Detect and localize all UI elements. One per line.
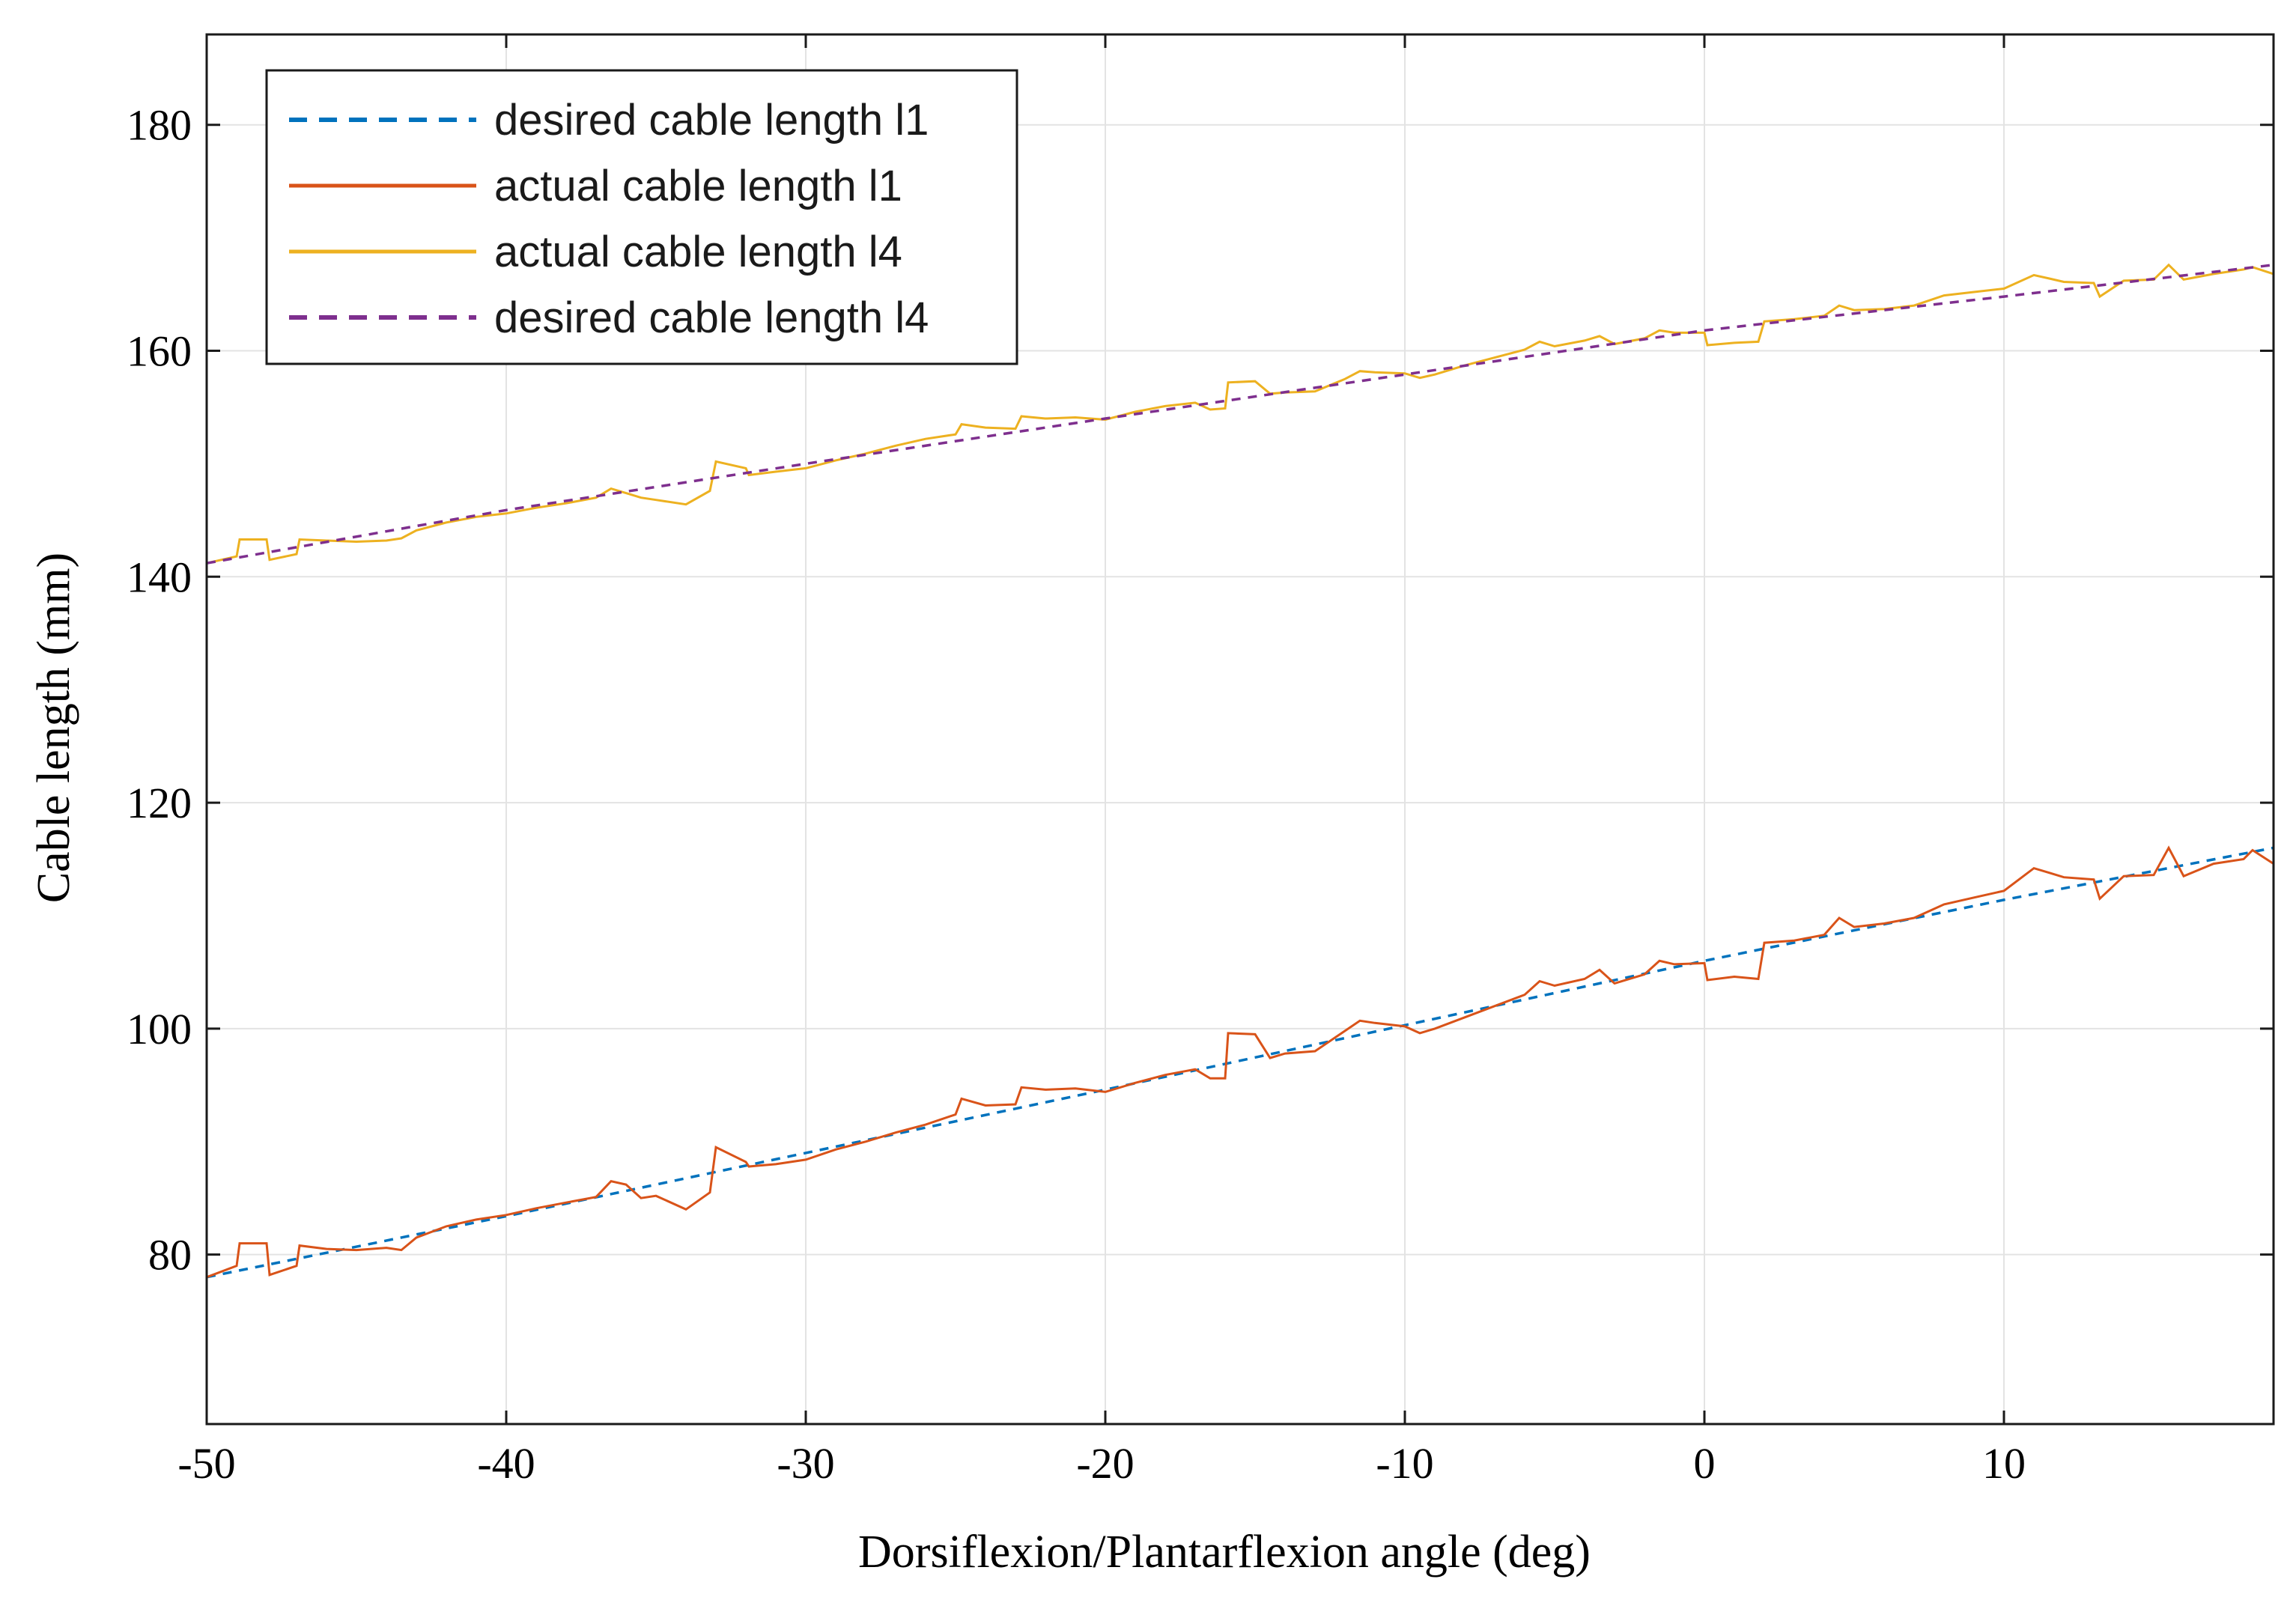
y-axis-title: Cable length (mm) [28,553,79,903]
x-tick-label: -10 [1376,1439,1433,1488]
legend-label-3: actual cable length l4 [494,228,902,276]
x-tick-label: -50 [177,1439,235,1488]
legend: desired cable length l1 actual cable leng… [265,69,1018,365]
y-tick-label: 140 [127,553,192,601]
y-tick-label: 120 [127,779,192,827]
series-layer [206,263,2274,1279]
legend-label-4: desired cable length l4 [494,293,929,342]
y-tick-label: 100 [127,1005,192,1053]
series-line-4 [206,264,2274,565]
series-line-3 [206,263,2274,565]
series-line-2 [206,845,2274,1279]
legend-label-2: actual cable length l1 [494,162,902,210]
y-tick-label: 160 [127,327,192,376]
x-tick-label: -20 [1076,1439,1134,1488]
x-tick-label: -40 [477,1439,535,1488]
legend-label-1: desired cable length l1 [494,96,929,145]
x-tick-label: 0 [1694,1439,1716,1488]
x-tick-label: -30 [777,1439,834,1488]
series-line-1 [206,846,2274,1279]
x-axis-title: Dorsiflexion/Plantarflexion angle (deg) [858,1527,1591,1578]
x-tick-label: 10 [1982,1439,2026,1488]
y-tick-label: 80 [148,1231,192,1280]
y-tick-label: 180 [127,101,192,150]
axes-layer: -50 -40 -30 -20 -10 0 10 80 100 120 140 160 180 [127,33,2275,1488]
plot-frame [205,33,2275,1426]
